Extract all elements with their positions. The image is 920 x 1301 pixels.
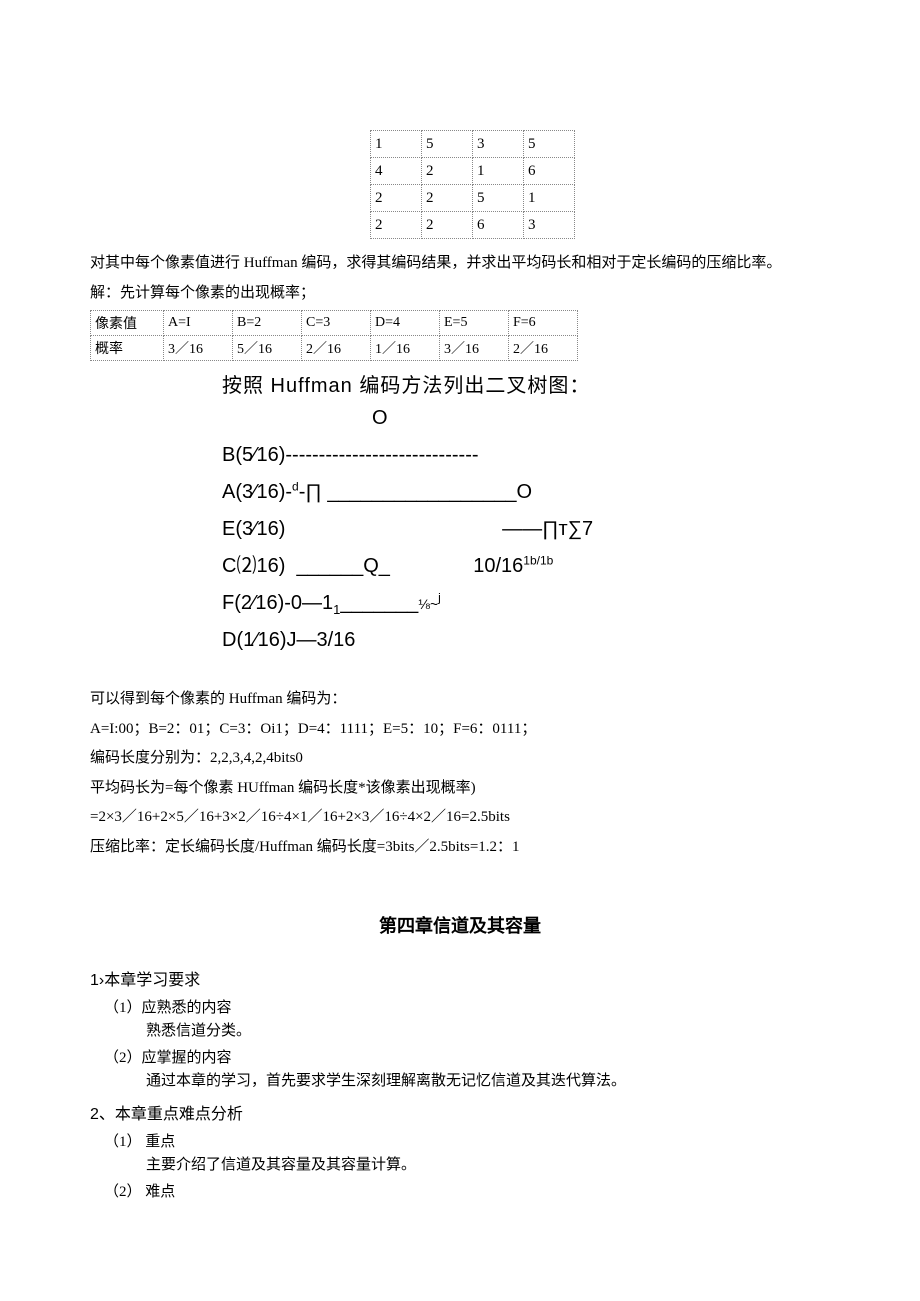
codes-line: 平均码长为=每个像素 HUffman 编码长度*该像素出现概率) <box>90 776 830 802</box>
tree-line: C⑵16) ______Q_ 10/161b/1b <box>222 548 830 585</box>
tree-sup: d <box>292 479 299 493</box>
table-row: 概率 3／16 5／16 2／16 1／16 3／16 2／16 <box>91 336 578 361</box>
cell: 2 <box>371 212 422 239</box>
codes-line: 可以得到每个像素的 Huffman 编码为： <box>90 687 830 713</box>
tree-sup: j <box>438 590 441 604</box>
cell: E=5 <box>440 311 509 336</box>
cell: 6 <box>524 158 575 185</box>
codes-line: 编码长度分别为：2,2,3,4,2,4bits0 <box>90 746 830 772</box>
cell: 1 <box>473 158 524 185</box>
tree-text: C⑵16) ______Q_ 10/16 <box>222 555 523 577</box>
table-row: 像素值 A=I B=2 C=3 D=4 E=5 F=6 <box>91 311 578 336</box>
cell: 1 <box>524 185 575 212</box>
cell: 2／16 <box>509 336 578 361</box>
cell: D=4 <box>371 311 440 336</box>
sub-text: 通过本章的学习，首先要求学生深刻理解离散无记忆信道及其迭代算法。 <box>146 1069 830 1090</box>
intro-paragraph-2: 解：先计算每个像素的出现概率； <box>90 281 830 307</box>
cell: 6 <box>473 212 524 239</box>
cell: 5 <box>473 185 524 212</box>
sub-text: 熟悉信道分类。 <box>146 1019 830 1040</box>
cell: 5／16 <box>233 336 302 361</box>
cell: 3 <box>524 212 575 239</box>
tree-text: A(3⁄16)- <box>222 481 292 503</box>
table-row: 1 5 3 5 <box>371 131 575 158</box>
cell: 4 <box>371 158 422 185</box>
cell: 2 <box>422 158 473 185</box>
cell: 3／16 <box>440 336 509 361</box>
tree-sup: 1b/1b <box>523 553 553 567</box>
tree-text: F(2⁄16)-0—1 <box>222 592 333 614</box>
section-head-2: 2、本章重点难点分析 <box>90 1100 830 1124</box>
codes-line: 压缩比率：定长编码长度/Huffman 编码长度=3bits／2.5bits=1… <box>90 835 830 861</box>
cell: 2 <box>422 185 473 212</box>
tree-text: _______ <box>340 592 418 614</box>
sub-item: （2）应掌握的内容 <box>104 1046 830 1067</box>
section-head-1: 1›本章学习要求 <box>90 966 830 990</box>
huffman-tree-title: 按照 Huffman 编码方法列出二叉树图： <box>222 369 830 398</box>
cell: 2 <box>422 212 473 239</box>
intro-paragraph-1: 对其中每个像素值进行 Huffman 编码，求得其编码结果，并求出平均码长和相对… <box>90 251 830 277</box>
cell: 3／16 <box>164 336 233 361</box>
cell: 像素值 <box>91 311 164 336</box>
codes-line: =2×3／16+2×5／16+3×2／16÷4×1／16+2×3／16÷4×2／… <box>90 805 830 831</box>
cell: B=2 <box>233 311 302 336</box>
tree-text: -∏ _________________O <box>299 481 532 503</box>
cell: 2 <box>371 185 422 212</box>
codes-line: A=I:00；B=2：01；C=3：Oi1；D=4：1111；E=5：10；F=… <box>90 717 830 743</box>
cell: 2／16 <box>302 336 371 361</box>
pixel-grid-table: 1 5 3 5 4 2 1 6 2 2 5 1 2 2 6 3 <box>370 130 575 239</box>
table-row: 2 2 6 3 <box>371 212 575 239</box>
tree-line: B(5⁄16)----------------------------- <box>222 437 830 474</box>
cell: 3 <box>473 131 524 158</box>
cell: 5 <box>524 131 575 158</box>
sub-item: （1） 重点 <box>104 1130 830 1151</box>
sub-item: （1）应熟悉的内容 <box>104 996 830 1017</box>
cell: 概率 <box>91 336 164 361</box>
tree-line: A(3⁄16)-d-∏ _________________O <box>222 474 830 511</box>
chapter-title: 第四章信道及其容量 <box>90 912 830 938</box>
cell: 1 <box>371 131 422 158</box>
table-row: 4 2 1 6 <box>371 158 575 185</box>
sub-text: 主要介绍了信道及其容量及其容量计算。 <box>146 1153 830 1174</box>
cell: C=3 <box>302 311 371 336</box>
sub-item: （2） 难点 <box>104 1180 830 1201</box>
table-row: 2 2 5 1 <box>371 185 575 212</box>
cell: A=I <box>164 311 233 336</box>
cell: F=6 <box>509 311 578 336</box>
tree-line: F(2⁄16)-0—11_______⅛~j <box>222 585 830 622</box>
probability-table: 像素值 A=I B=2 C=3 D=4 E=5 F=6 概率 3／16 5／16… <box>90 310 578 361</box>
tree-line: O <box>222 400 830 437</box>
cell: 5 <box>422 131 473 158</box>
cell: 1／16 <box>371 336 440 361</box>
tree-line: D(1⁄16)J—3/16 <box>222 622 830 659</box>
huffman-tree-diagram: OB(5⁄16)-----------------------------A(3… <box>222 400 830 659</box>
tree-line: E(3⁄16) ——∏т∑7 <box>222 511 830 548</box>
tree-frac: ⅛~ <box>418 596 438 612</box>
